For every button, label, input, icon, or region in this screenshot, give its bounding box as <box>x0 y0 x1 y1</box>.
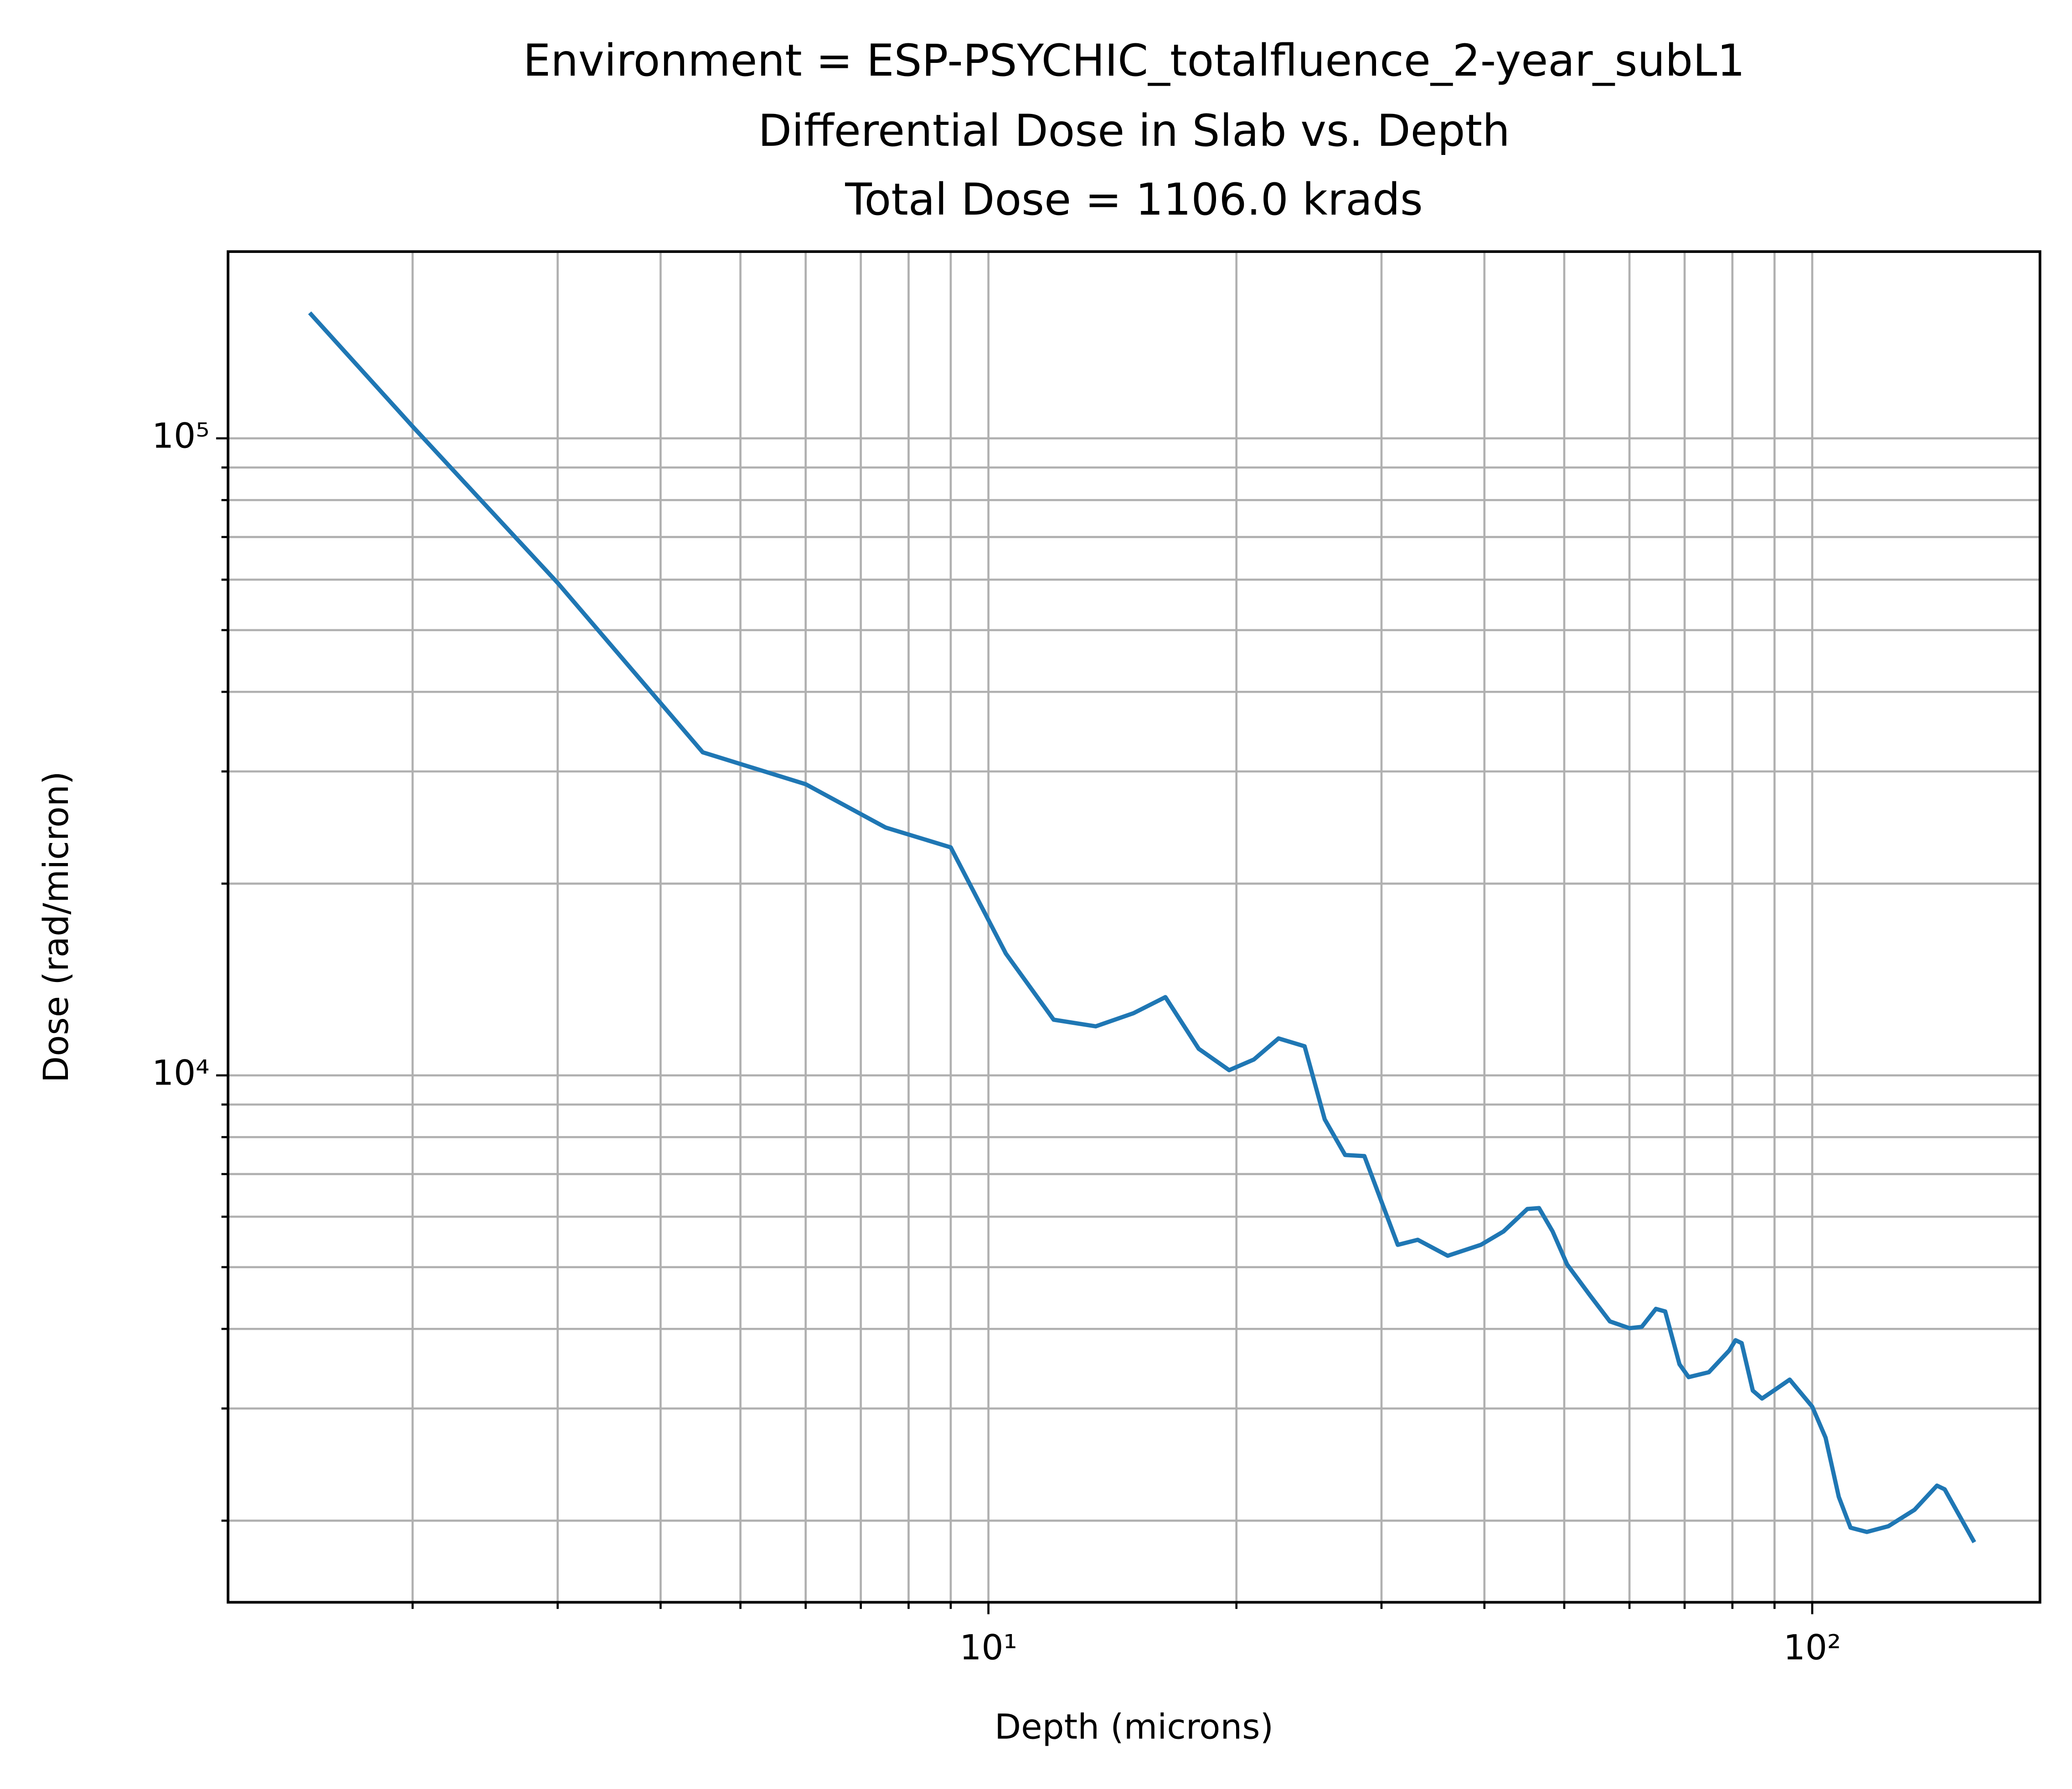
x-axis-label: Depth (microns) <box>995 1707 1273 1747</box>
plot-frame <box>227 250 2041 1604</box>
data-line <box>308 311 1976 1543</box>
chart-title: Differential Dose in Slab vs. Depth <box>758 105 1510 156</box>
chart-title: Environment = ESP-PSYCHIC_totalfluence_2… <box>523 35 1745 86</box>
chart-title: Total Dose = 1106.0 krads <box>845 174 1423 225</box>
x-tick-label: 10² <box>1783 1627 1841 1667</box>
y-axis-label: Dose (rad/micron) <box>36 771 76 1083</box>
y-tick-label: 10⁴ <box>152 1053 209 1093</box>
y-tick-label: 10⁵ <box>152 416 209 456</box>
x-tick-label: 10¹ <box>959 1627 1017 1667</box>
